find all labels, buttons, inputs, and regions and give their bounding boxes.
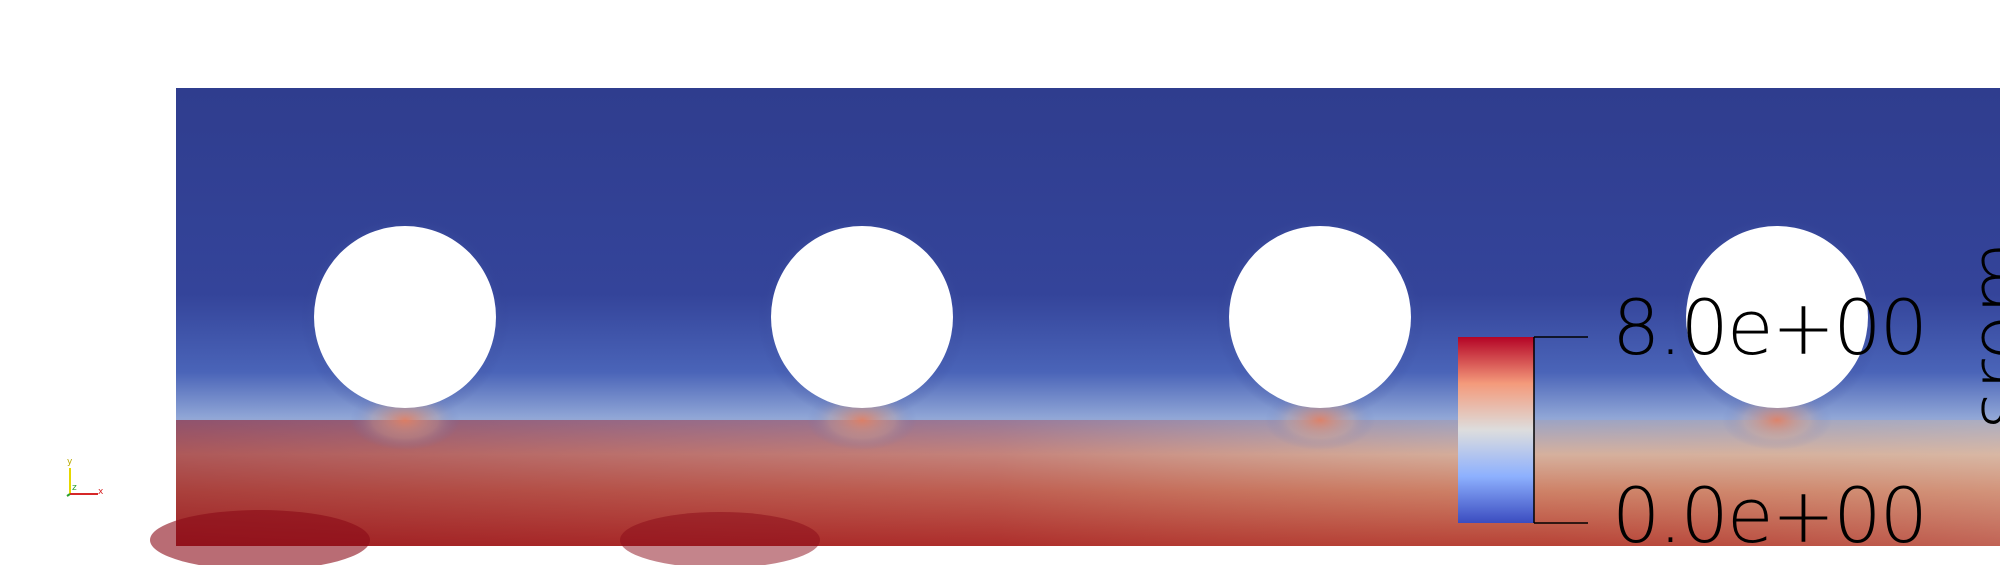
color-legend <box>1458 336 1588 524</box>
legend-max-label: 8.0e+00 <box>1612 283 1928 372</box>
obstacle-2 <box>758 213 966 450</box>
y-axis-label: y <box>67 457 73 467</box>
legend-min-label: 0.0e+00 <box>1612 471 1928 560</box>
obstacle-3 <box>1216 213 1424 450</box>
z-axis-label: z <box>72 483 77 493</box>
color-bar <box>1458 337 1534 523</box>
legend-title: srom <box>1953 240 2000 430</box>
x-axis-label: x <box>98 487 104 497</box>
obstacle-4 <box>1673 213 1881 450</box>
orientation-axes-icon <box>66 468 98 497</box>
obstacle-1 <box>301 213 509 450</box>
